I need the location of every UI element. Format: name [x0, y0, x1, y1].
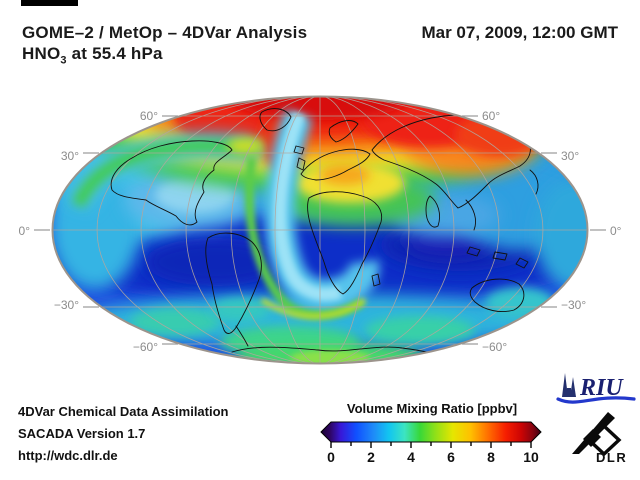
footer-line-1: 4DVar Chemical Data Assimilation: [18, 404, 229, 419]
species-subscript: 3: [60, 54, 67, 67]
heatmap-field: [53, 97, 587, 363]
lat-label-left--30: −30°: [54, 298, 79, 312]
dlr-solid-diamond: [583, 429, 601, 447]
cb-label-2: 2: [367, 449, 375, 465]
lat-label-right--60: −60°: [482, 340, 507, 354]
latitude-ticks: [34, 115, 606, 345]
cb-label-4: 4: [407, 449, 415, 465]
riu-wave-icon: [556, 396, 636, 404]
colorbar: Volume Mixing Ratio [ppbv] 0 2 4 6 8 10: [320, 401, 542, 465]
cb-label-0: 0: [327, 449, 335, 465]
map-rim: [51, 95, 589, 365]
colorbar-title: Volume Mixing Ratio [ppbv]: [347, 401, 517, 416]
figure-title: GOME–2 / MetOp – 4DVar Analysis HNO3 at …: [22, 22, 307, 71]
cb-label-6: 6: [447, 449, 455, 465]
dlr-logo: DLR: [572, 412, 627, 465]
latitude-labels: 60° 30° 0° −30° −60° 60° 30° 0° −30° −60…: [19, 109, 622, 354]
top-left-bar: [21, 0, 78, 6]
footer-credits: 4DVar Chemical Data Assimilation SACADA …: [18, 401, 229, 467]
cb-label-8: 8: [487, 449, 495, 465]
colorbar-ticks: [330, 442, 532, 448]
logo-block: RIU DLR: [556, 373, 636, 465]
graticule: [53, 97, 587, 363]
cb-label-10: 10: [523, 449, 539, 465]
lat-label-right-30: 30°: [561, 149, 579, 163]
dlr-logo-text: DLR: [596, 450, 627, 465]
lat-label-left-60: 60°: [140, 109, 158, 123]
lat-label-right-60: 60°: [482, 109, 500, 123]
lat-label-left--60: −60°: [133, 340, 158, 354]
colorbar-gradient-bar: [320, 421, 542, 443]
timestamp: Mar 07, 2009, 12:00 GMT: [421, 23, 618, 42]
lat-label-right--30: −30°: [561, 298, 586, 312]
cathedral-icon: [562, 373, 576, 397]
riu-logo: RIU: [556, 373, 636, 404]
lat-label-left-0: 0°: [19, 224, 31, 238]
lat-label-right-0: 0°: [610, 224, 622, 238]
colorbar-tick-labels: 0 2 4 6 8 10: [327, 449, 539, 465]
title-line2: HNO3 at 55.4 hPa: [22, 44, 163, 67]
footer-line-3: http://wdc.dlr.de: [18, 448, 118, 463]
title-line1: GOME–2 / MetOp – 4DVar Analysis: [22, 23, 308, 42]
lat-label-left-30: 30°: [61, 149, 79, 163]
footer-line-2: SACADA Version 1.7: [18, 426, 146, 441]
